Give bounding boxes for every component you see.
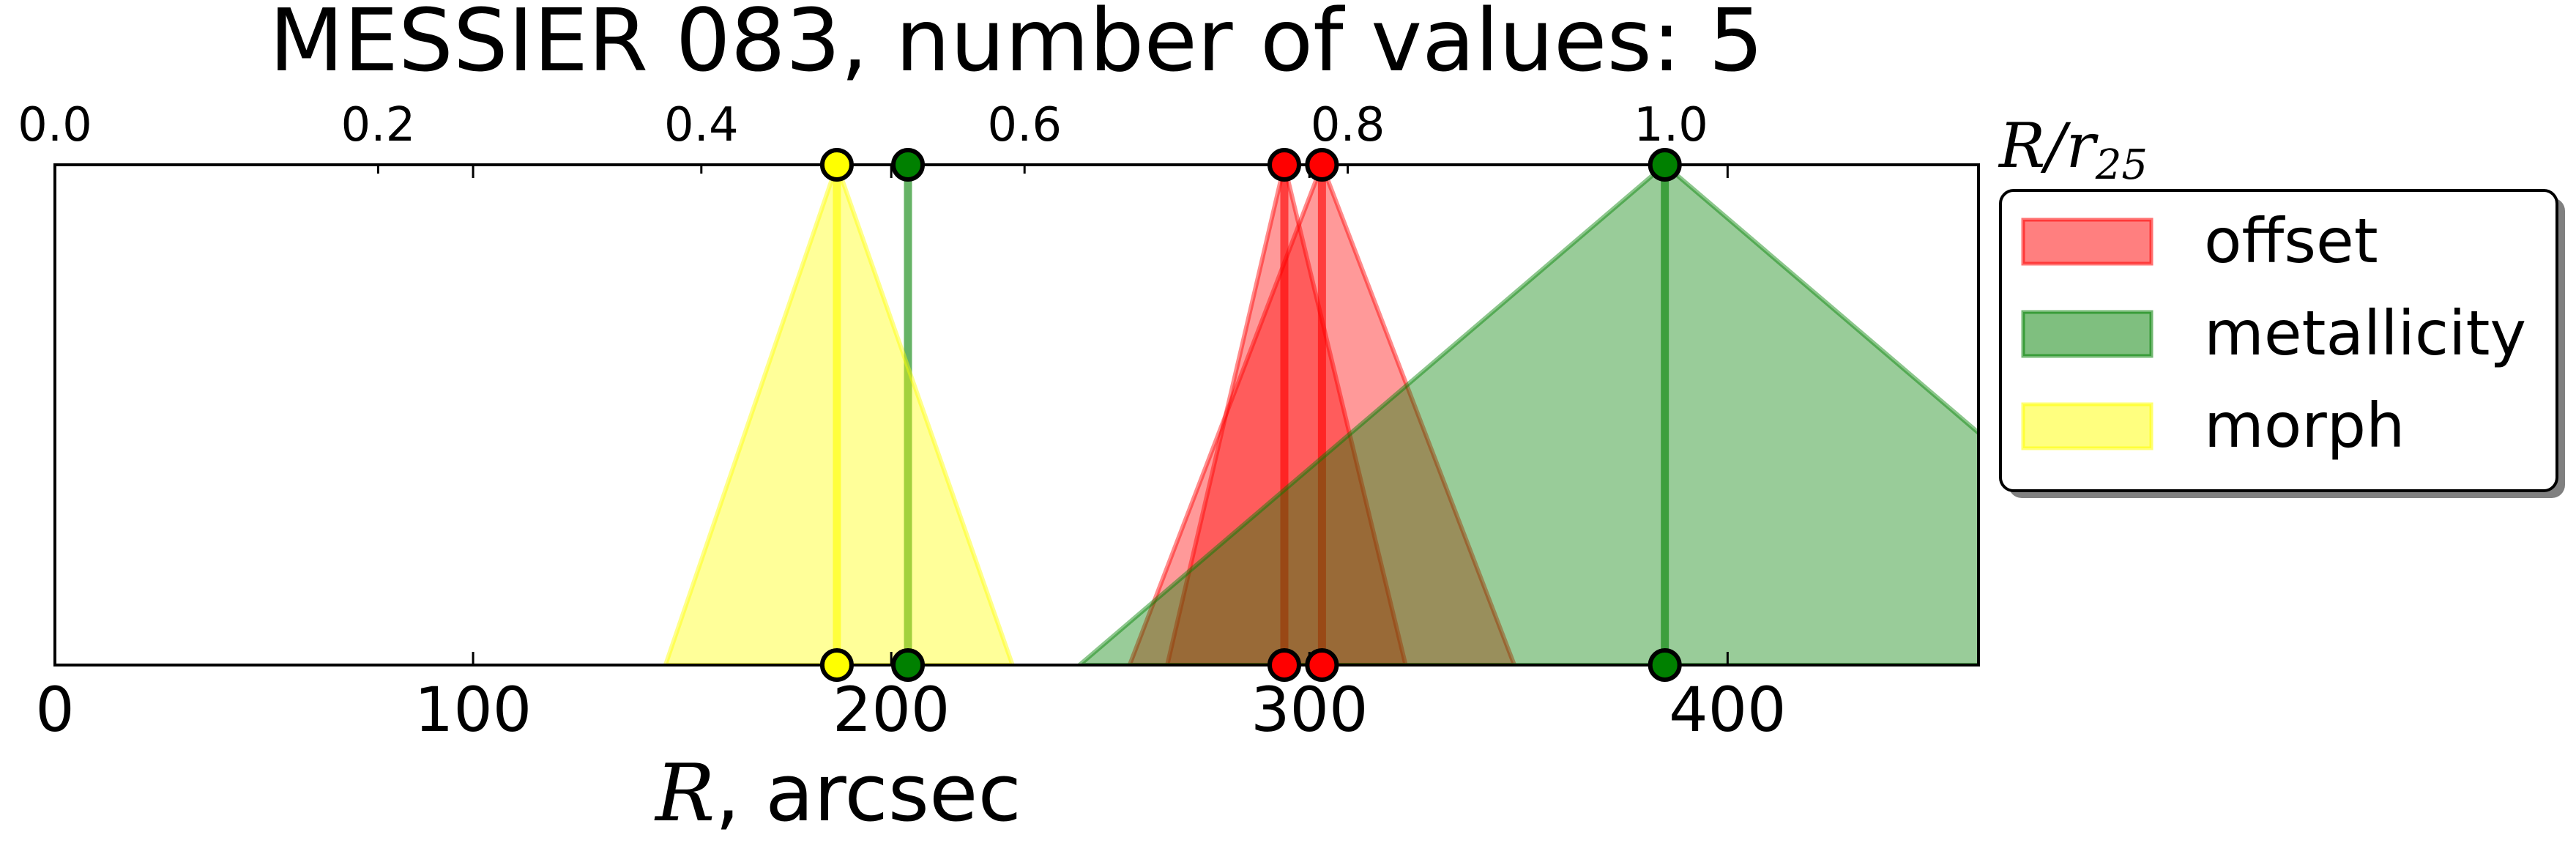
- legend: offset metallicity morph: [1999, 189, 2565, 498]
- legend-swatch-offset: [2021, 218, 2154, 266]
- legend-swatch-metallicity: [2021, 310, 2154, 358]
- x2-tick-label: 1.0: [1634, 98, 1708, 152]
- offset-point-marker: [1267, 148, 1301, 182]
- x2-tick-label: 0.6: [987, 98, 1062, 152]
- x-tick-label: 100: [414, 674, 532, 746]
- x2-tick-label: 0.0: [18, 98, 92, 152]
- offset-point-marker: [1305, 148, 1339, 182]
- offset-point-marker: [1267, 648, 1301, 682]
- metallicity-point-marker: [891, 148, 926, 182]
- ticks-layer: 0 100 200 300 400 0.0 0.2 0.4 0.6 0.8 1.0: [18, 98, 1786, 746]
- x2-axis-symbol: R/r: [1998, 110, 2099, 182]
- x2-tick-label: 0.2: [341, 98, 416, 152]
- legend-label-offset: offset: [2204, 205, 2378, 277]
- metallicity-point-marker: [1648, 648, 1682, 682]
- x2-axis-label: R/r25: [1998, 110, 2148, 189]
- x-axis-symbol: R: [654, 748, 715, 839]
- legend-swatch-morph: [2021, 402, 2154, 450]
- metallicity-point-marker: [1648, 148, 1682, 182]
- x-tick-label: 300: [1251, 674, 1368, 746]
- x-tick-label: 400: [1669, 674, 1786, 746]
- x-axis-unit: , arcsec: [715, 748, 1021, 839]
- x-tick-label: 200: [833, 674, 950, 746]
- x2-tick-label: 0.4: [664, 98, 739, 152]
- markers-layer: [819, 148, 1682, 682]
- morph-point-marker: [819, 148, 854, 182]
- x-axis-label: R, arcsec: [654, 748, 1021, 839]
- metallicity-point-marker: [891, 648, 926, 682]
- morph-point-marker: [819, 648, 854, 682]
- offset-point-marker: [1305, 648, 1339, 682]
- metallicity-range-triangle: [1077, 165, 1978, 665]
- x2-tick-label: 0.8: [1311, 98, 1385, 152]
- x2-axis-subscript: 25: [2095, 141, 2148, 189]
- legend-entries: offset metallicity morph: [2021, 205, 2526, 461]
- plot-frame: [53, 163, 1980, 667]
- chart-title: MESSIER 083, number of values: 5: [269, 0, 1764, 91]
- x-tick-label: 0: [35, 674, 74, 746]
- series-layer: [663, 165, 1978, 665]
- legend-label-metallicity: metallicity: [2204, 297, 2526, 369]
- legend-label-morph: morph: [2204, 390, 2405, 461]
